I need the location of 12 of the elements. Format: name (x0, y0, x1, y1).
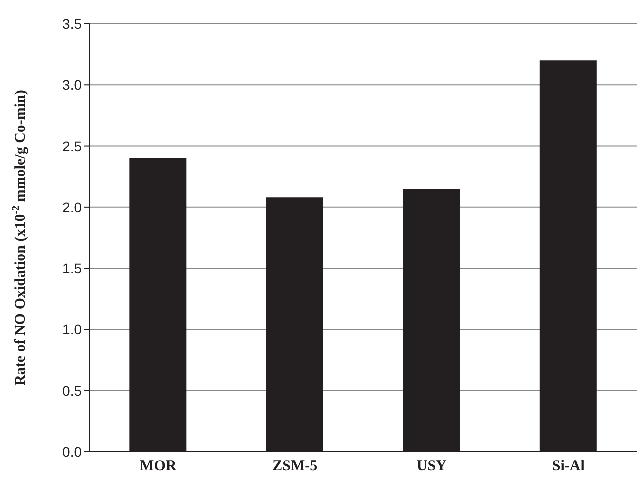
y-tick-label: 3.5 (62, 16, 82, 32)
y-tick-label: 0.0 (62, 444, 82, 460)
y-tick-label: 2.0 (62, 199, 82, 216)
y-tick-label: 0.5 (62, 382, 82, 399)
y-tick-label: 2.5 (62, 138, 82, 154)
x-tick-label: MOR (140, 458, 177, 475)
y-tick-label: 1.0 (62, 322, 82, 338)
x-tick-label: USY (416, 458, 448, 475)
y-tick-label: 1.5 (62, 260, 82, 277)
x-tick-label: Si-Al (552, 458, 585, 475)
y-tick-label: 3.0 (62, 77, 82, 94)
x-tick-label: ZSM-5 (272, 458, 318, 475)
